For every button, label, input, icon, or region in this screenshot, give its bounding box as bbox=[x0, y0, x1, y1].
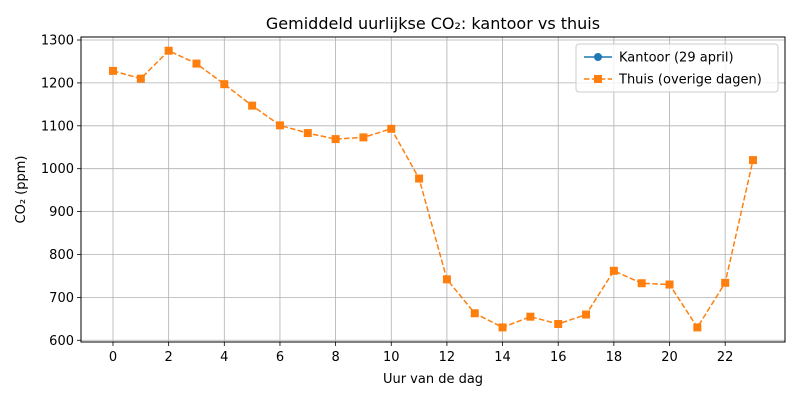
legend-box bbox=[575, 43, 779, 93]
legend-label: Thuis (overige dagen) bbox=[618, 73, 762, 88]
x-tick-label: 4 bbox=[220, 350, 228, 365]
data-point bbox=[470, 309, 479, 318]
legend: Kantoor (29 april) Thuis (overige dagen) bbox=[575, 43, 779, 93]
data-point bbox=[303, 129, 312, 138]
data-point bbox=[554, 319, 563, 328]
legend-marker bbox=[594, 53, 602, 61]
x-tick-label: 20 bbox=[661, 350, 678, 365]
y-tick-label: 1100 bbox=[41, 119, 74, 134]
x-axis-ticks: 0 2 4 6 8 10 12 14 16 18 20 22 bbox=[109, 342, 734, 365]
y-axis-ticks: 600 700 800 900 1000 1100 1200 1300 bbox=[41, 34, 81, 349]
data-point bbox=[693, 323, 702, 332]
data-point bbox=[442, 275, 451, 284]
data-point bbox=[721, 278, 730, 287]
x-tick-label: 16 bbox=[550, 350, 567, 365]
data-point bbox=[498, 323, 507, 332]
data-point bbox=[192, 59, 201, 68]
series-layer bbox=[109, 46, 757, 332]
x-tick-label: 8 bbox=[331, 350, 339, 365]
y-tick-label: 900 bbox=[49, 205, 74, 220]
data-point bbox=[275, 121, 284, 130]
data-point bbox=[331, 135, 340, 144]
x-tick-label: 0 bbox=[109, 350, 117, 365]
x-tick-label: 14 bbox=[494, 350, 511, 365]
data-point bbox=[220, 80, 229, 89]
data-point bbox=[164, 46, 173, 55]
x-tick-label: 12 bbox=[439, 350, 456, 365]
y-tick-label: 1000 bbox=[41, 162, 74, 177]
data-point bbox=[582, 310, 591, 319]
x-tick-label: 6 bbox=[276, 350, 284, 365]
data-point bbox=[387, 124, 396, 133]
y-axis-label: CO₂ (ppm) bbox=[14, 156, 29, 224]
data-point bbox=[526, 312, 535, 321]
y-tick-label: 800 bbox=[49, 248, 74, 263]
y-tick-label: 1300 bbox=[41, 34, 74, 49]
x-axis-label: Uur van de dag bbox=[383, 372, 483, 387]
x-tick-label: 22 bbox=[717, 350, 734, 365]
x-tick-label: 10 bbox=[383, 350, 400, 365]
chart-title: Gemiddeld uurlijkse CO₂: kantoor vs thui… bbox=[266, 14, 600, 33]
data-point bbox=[359, 133, 368, 142]
legend-item-1: Thuis (overige dagen) bbox=[584, 73, 762, 88]
legend-marker bbox=[594, 75, 602, 83]
y-tick-label: 1200 bbox=[41, 76, 74, 91]
series-line bbox=[112, 49, 754, 329]
data-point bbox=[248, 101, 257, 110]
y-tick-label: 600 bbox=[49, 334, 74, 349]
data-point bbox=[749, 156, 757, 165]
legend-item-0: Kantoor (29 april) bbox=[584, 51, 734, 66]
data-point bbox=[637, 279, 646, 288]
data-point bbox=[415, 174, 424, 183]
data-point bbox=[665, 280, 674, 289]
data-point bbox=[136, 74, 145, 83]
x-tick-label: 2 bbox=[165, 350, 173, 365]
y-tick-label: 700 bbox=[49, 291, 74, 306]
series-1 bbox=[109, 46, 757, 332]
legend-label: Kantoor (29 april) bbox=[619, 51, 734, 66]
plot-frame bbox=[80, 36, 786, 343]
x-tick-label: 18 bbox=[606, 350, 623, 365]
data-point bbox=[609, 266, 618, 275]
data-point bbox=[109, 66, 117, 75]
